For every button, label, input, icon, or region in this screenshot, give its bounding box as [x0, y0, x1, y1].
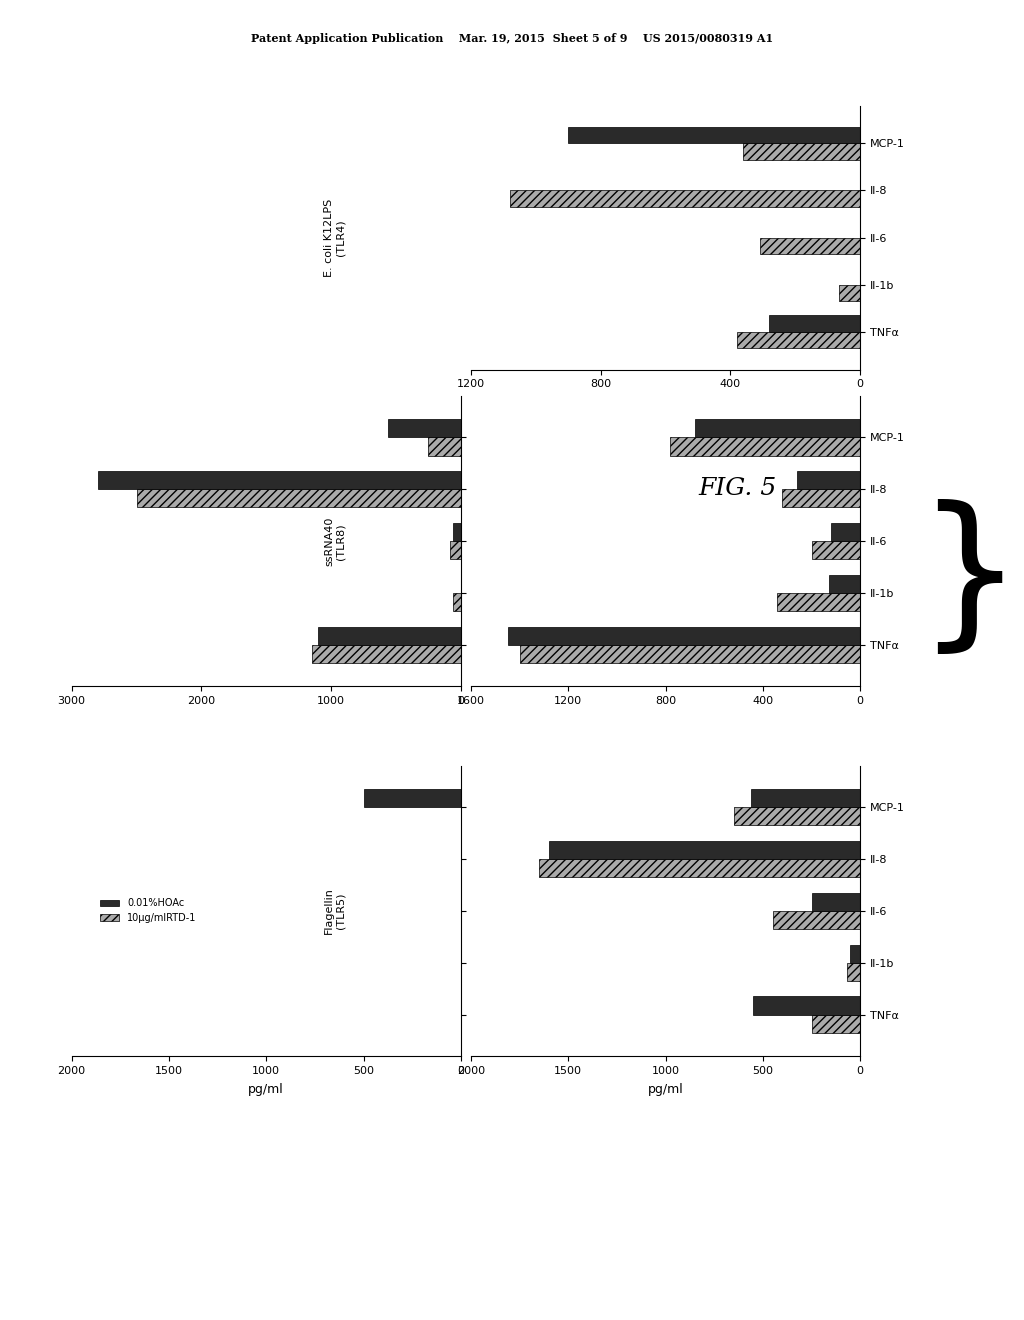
- Text: E. coli K12LPS
(TLR4): E. coli K12LPS (TLR4): [324, 198, 346, 277]
- Bar: [754, 997, 860, 1015]
- Bar: [777, 593, 860, 611]
- Bar: [812, 892, 860, 911]
- Text: FIG. 5: FIG. 5: [698, 477, 776, 500]
- Bar: [520, 645, 860, 663]
- Bar: [510, 190, 860, 207]
- Bar: [97, 471, 461, 490]
- Bar: [671, 437, 860, 455]
- Bar: [451, 541, 461, 560]
- Bar: [733, 807, 860, 825]
- Bar: [782, 490, 860, 507]
- Bar: [311, 645, 461, 663]
- X-axis label: pg/ml: pg/ml: [249, 1082, 284, 1096]
- Bar: [743, 144, 860, 160]
- Bar: [695, 420, 860, 437]
- Bar: [549, 841, 860, 859]
- Bar: [760, 238, 860, 255]
- Bar: [769, 315, 860, 331]
- Bar: [851, 945, 860, 962]
- Text: }: }: [916, 499, 1023, 663]
- Bar: [364, 789, 461, 807]
- Bar: [752, 789, 860, 807]
- X-axis label: pg/ml: pg/ml: [648, 1082, 683, 1096]
- Bar: [773, 911, 860, 929]
- Bar: [797, 471, 860, 490]
- Bar: [508, 627, 860, 645]
- Bar: [839, 285, 860, 301]
- Bar: [737, 331, 860, 348]
- Bar: [828, 576, 860, 593]
- Bar: [568, 127, 860, 144]
- Legend: 0.01%HOAc, 10μg/mlRTD-1: 0.01%HOAc, 10μg/mlRTD-1: [96, 895, 201, 927]
- Text: Flagellin
(TLR5): Flagellin (TLR5): [324, 887, 346, 935]
- Bar: [136, 490, 461, 507]
- Text: ssRNA40
(TLR8): ssRNA40 (TLR8): [324, 516, 346, 566]
- Bar: [428, 437, 461, 455]
- Bar: [847, 962, 860, 981]
- Bar: [453, 593, 461, 611]
- Bar: [539, 859, 860, 876]
- Bar: [812, 541, 860, 560]
- Bar: [812, 1015, 860, 1032]
- Text: Patent Application Publication    Mar. 19, 2015  Sheet 5 of 9    US 2015/0080319: Patent Application Publication Mar. 19, …: [251, 33, 773, 44]
- Bar: [453, 523, 461, 541]
- Bar: [318, 627, 461, 645]
- Bar: [388, 420, 461, 437]
- Bar: [831, 523, 860, 541]
